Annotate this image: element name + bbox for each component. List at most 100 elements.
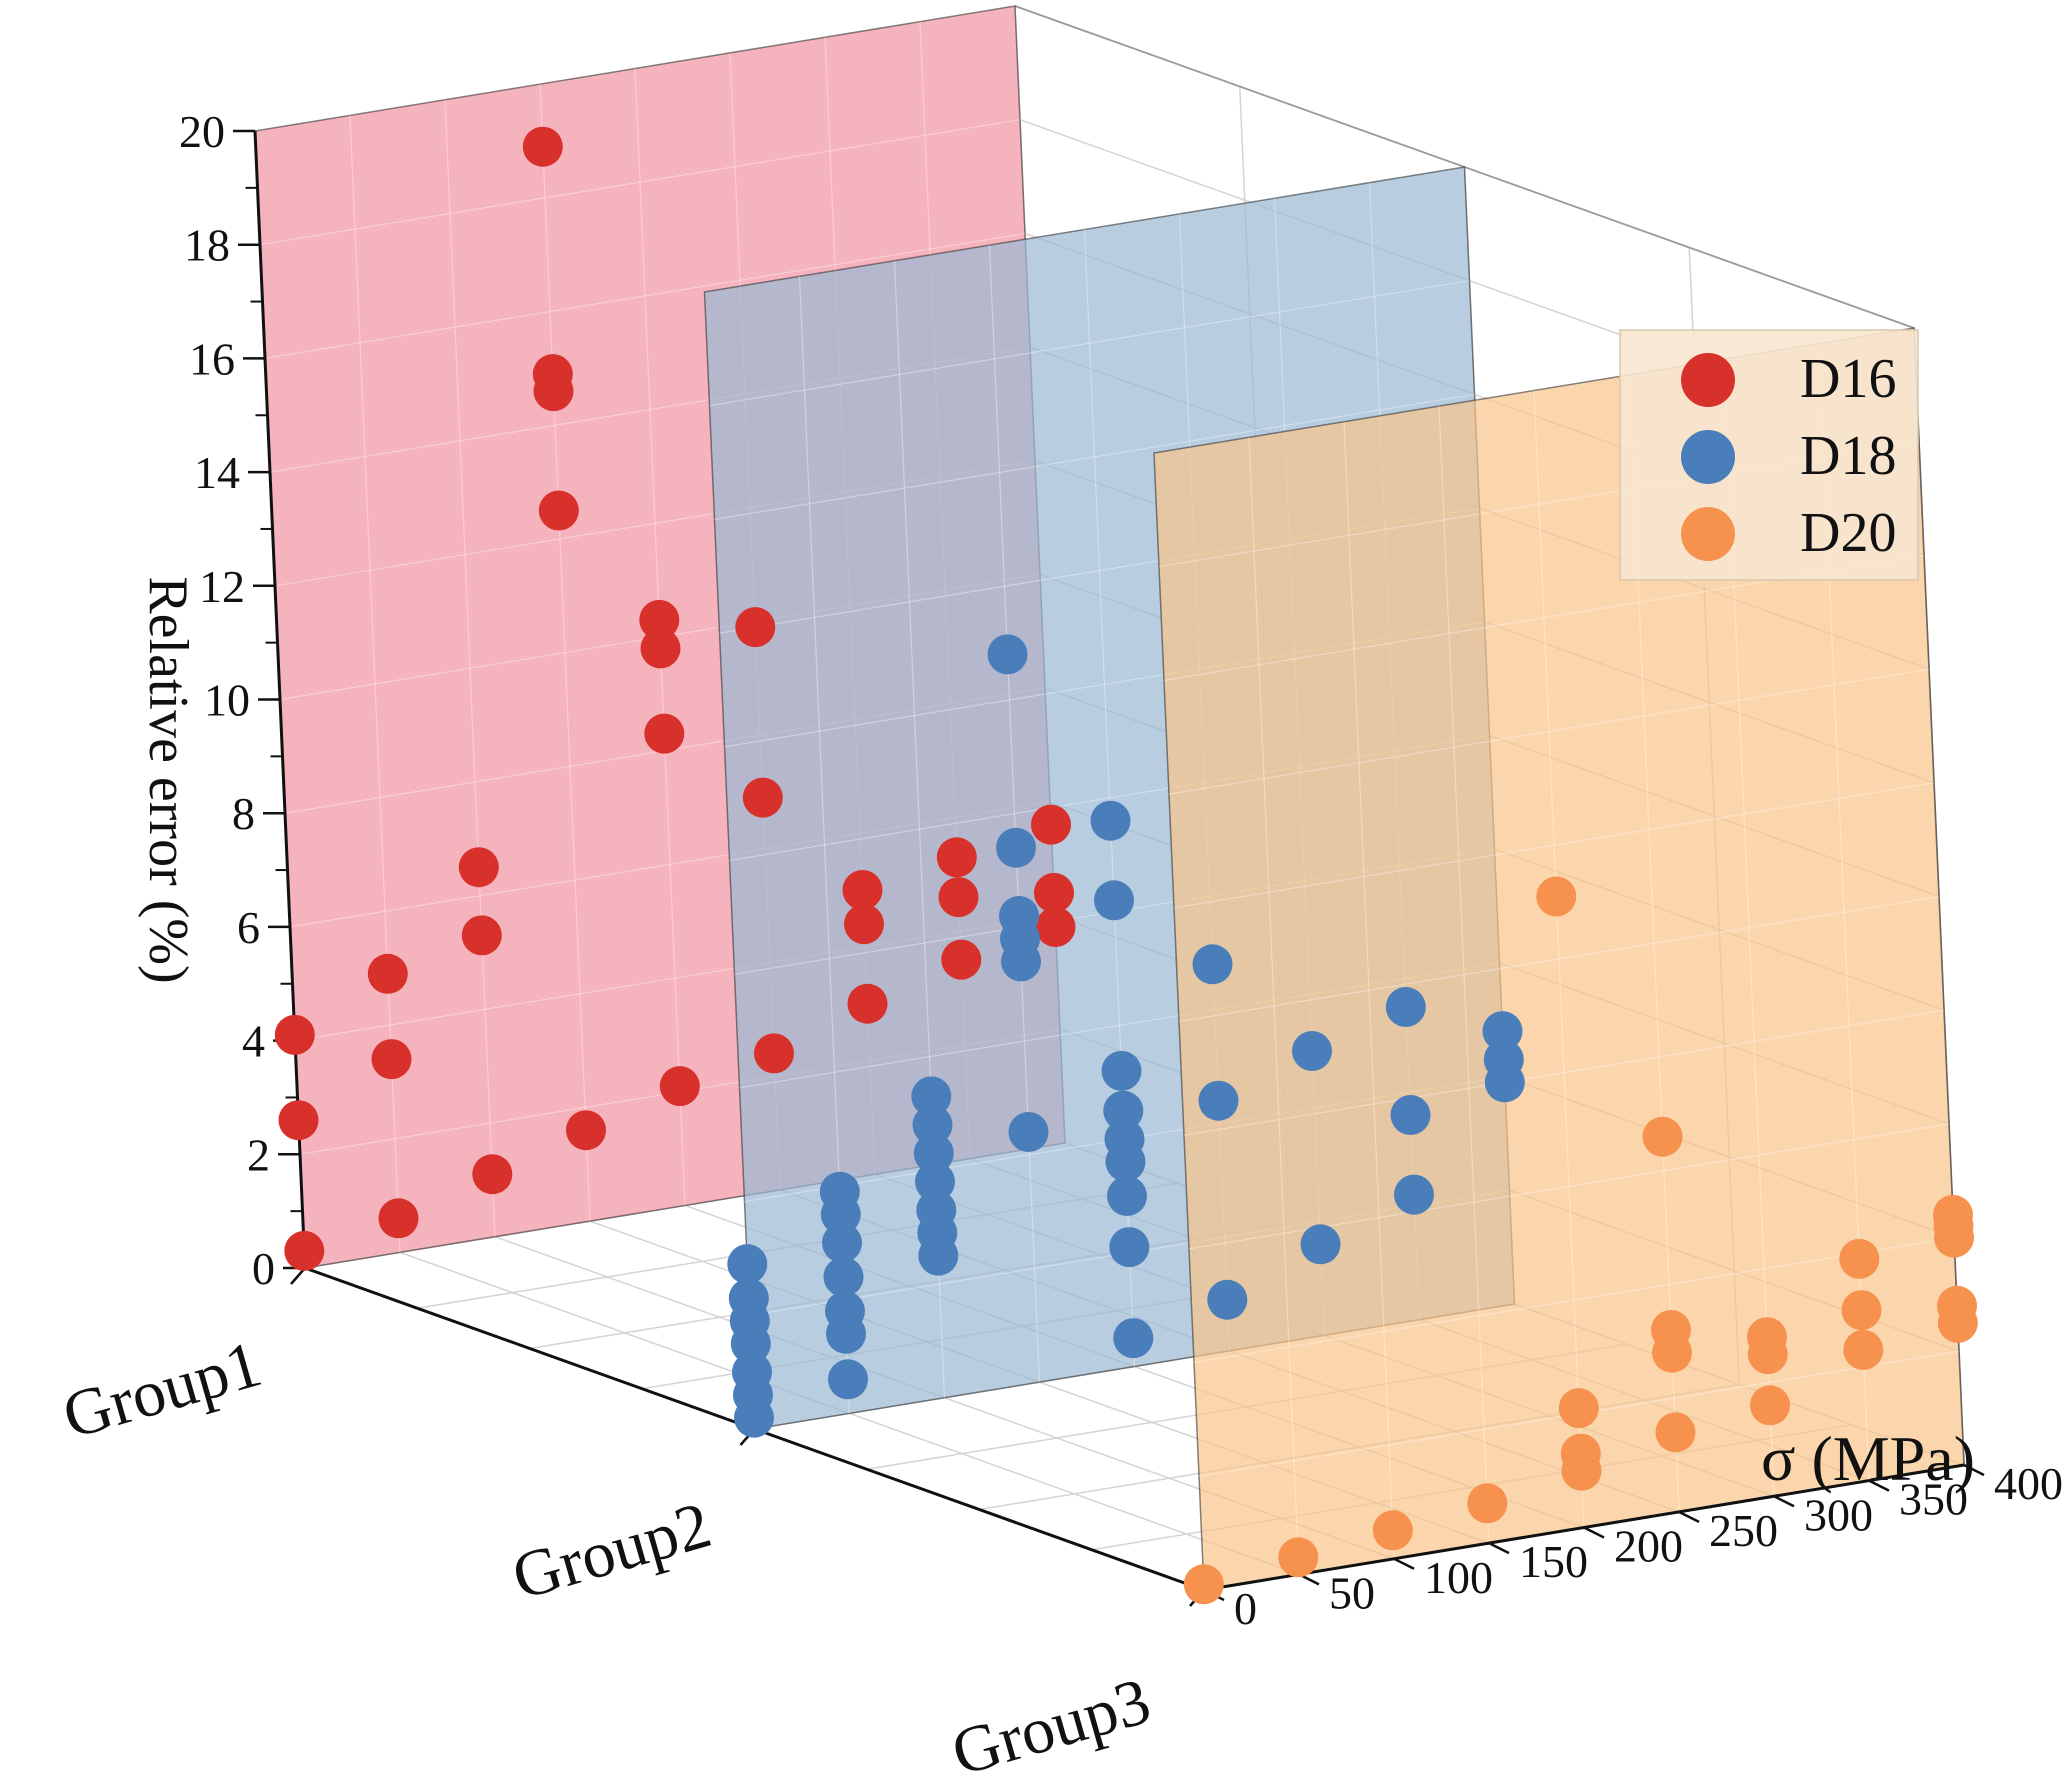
- group-planes: [254, 5, 1965, 1591]
- plane-gridline: [264, 232, 1026, 359]
- sigma-tick: [1773, 1495, 1795, 1508]
- point-d20: [1372, 1510, 1413, 1551]
- point-d16: [938, 877, 979, 918]
- plane-gridline: [1438, 406, 1490, 1544]
- point-d18: [911, 1076, 952, 1117]
- point-d20: [1750, 1385, 1790, 1426]
- point-d18: [913, 1133, 954, 1174]
- point-d18: [1198, 1080, 1239, 1121]
- sigma-tick: [1393, 1557, 1415, 1570]
- legend-marker-d18: [1681, 430, 1735, 484]
- point-d20: [1651, 1310, 1691, 1350]
- point-d18: [728, 1278, 769, 1319]
- legend-label-d18: D18: [1800, 425, 1896, 487]
- point-d16: [941, 939, 982, 980]
- point-d16: [532, 354, 573, 395]
- z-tick-label: 16: [189, 333, 235, 384]
- point-d18: [996, 827, 1036, 868]
- point-d16: [1035, 907, 1076, 947]
- point-d18: [912, 1104, 953, 1145]
- sigma-tick-label: 50: [1329, 1567, 1375, 1618]
- plane-gridline: [444, 99, 496, 1237]
- point-d16: [566, 1110, 606, 1151]
- point-d20: [1843, 1329, 1884, 1370]
- point-d16: [367, 953, 408, 994]
- z-tick-label: 6: [237, 902, 260, 953]
- point-d18: [1483, 1039, 1524, 1080]
- z-tick-label: 10: [204, 675, 250, 726]
- sigma-tick-label: 400: [1994, 1458, 2063, 1509]
- point-d20: [1747, 1317, 1787, 1358]
- point-d18: [1300, 1224, 1341, 1265]
- point-d18: [1094, 880, 1134, 921]
- legend-marker-d16: [1681, 353, 1735, 407]
- plane-gridline: [1173, 782, 1935, 909]
- z-tick-label: 20: [179, 106, 225, 157]
- plane-gridline: [1193, 1237, 1955, 1364]
- point-d18: [727, 1244, 768, 1285]
- point-d18: [822, 1222, 862, 1263]
- point-d18: [1385, 987, 1426, 1027]
- point-d16: [538, 490, 579, 531]
- plane-gridline: [1168, 668, 1930, 795]
- point-d18: [825, 1291, 865, 1331]
- point-d16: [378, 1198, 419, 1239]
- point-d18: [1113, 1318, 1154, 1359]
- point-d18: [1008, 1112, 1049, 1152]
- z-tick-label: 18: [184, 220, 230, 271]
- point-d20: [1558, 1388, 1599, 1429]
- point-d20: [1536, 876, 1577, 917]
- point-d16: [371, 1039, 412, 1080]
- sigma-tick: [1583, 1526, 1605, 1539]
- point-d18: [732, 1352, 772, 1393]
- point-d18: [819, 1171, 860, 1212]
- legend-label-d16: D16: [1800, 348, 1896, 410]
- point-d18: [999, 896, 1039, 936]
- point-d16: [644, 713, 685, 754]
- legend-box: [1619, 329, 1919, 581]
- point-d18: [823, 1256, 864, 1297]
- group-label-2: Group2: [505, 1488, 719, 1614]
- z-tick-label: 8: [232, 788, 255, 839]
- plane-gridline: [1178, 895, 1940, 1023]
- plane-gridline: [988, 245, 1041, 1383]
- point-d18: [1390, 1095, 1431, 1135]
- sigma-axis-title: σ (MPa): [1761, 1423, 1975, 1494]
- plane-gridline: [714, 393, 1475, 520]
- point-d18: [1192, 944, 1233, 985]
- point-d18: [1109, 1227, 1150, 1268]
- data-points: [274, 126, 1978, 1605]
- point-d18: [1207, 1279, 1248, 1320]
- point-d16: [639, 599, 680, 640]
- sigma-tick-label: 200: [1614, 1521, 1683, 1572]
- legend: D16 D18 D20: [1619, 329, 1919, 581]
- sigma-tick-label: 100: [1424, 1552, 1493, 1603]
- point-d16: [274, 1014, 315, 1055]
- point-d16: [1034, 872, 1074, 913]
- point-d18: [1107, 1176, 1147, 1216]
- group-label-1: Group1: [55, 1327, 269, 1453]
- point-d16: [461, 915, 502, 956]
- point-d20: [1467, 1483, 1508, 1524]
- series-d16: [274, 126, 1076, 1271]
- plane-gridline: [1533, 390, 1585, 1528]
- point-d16: [844, 904, 884, 945]
- sigma-tick-label: 150: [1519, 1536, 1588, 1587]
- plane-gridline: [539, 84, 591, 1222]
- z-tick-label: 12: [199, 561, 245, 612]
- point-d18: [987, 634, 1028, 675]
- point-d16: [735, 607, 776, 648]
- sigma-tick-label: 300: [1804, 1489, 1873, 1540]
- series-d20: [1183, 876, 1978, 1605]
- point-d16: [472, 1154, 513, 1195]
- z-tick-label: 0: [252, 1243, 275, 1294]
- point-d20: [1839, 1238, 1880, 1279]
- point-d20: [1560, 1433, 1601, 1474]
- point-d18: [1482, 1011, 1523, 1052]
- sigma-tick-label: 250: [1709, 1505, 1778, 1556]
- sigma-tick-label: 350: [1899, 1474, 1968, 1525]
- plane-gridline: [1248, 437, 1300, 1575]
- point-d18: [1090, 800, 1131, 841]
- sigma-tick: [1678, 1510, 1700, 1523]
